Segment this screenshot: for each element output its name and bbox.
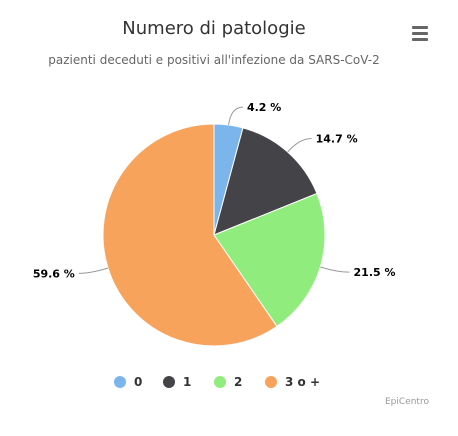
credits-link[interactable]: EpiCentro <box>385 397 429 407</box>
chart-menu-button[interactable] <box>405 20 433 46</box>
legend-item-slice-3[interactable]: 2 <box>214 372 242 392</box>
legend-label: 3 o + <box>285 375 321 389</box>
legend-item-slice-1[interactable]: 0 <box>114 372 142 392</box>
pie-slice-slice-3[interactable] <box>213 192 326 328</box>
data-label-slice-1: 4.2 % <box>247 101 281 114</box>
hamburger-menu-icon <box>412 26 428 29</box>
data-label-slice-3: 21.5 % <box>354 266 396 279</box>
pie-slice-slice-2[interactable] <box>213 127 318 236</box>
legend-swatch <box>214 376 226 388</box>
connector-slice-3 <box>320 266 350 273</box>
legend-label: 0 <box>134 375 143 389</box>
chart-legend: 0 1 2 3 o + <box>0 372 458 392</box>
legend-swatch <box>265 376 277 388</box>
data-label-slice-2: 14.7 % <box>316 133 358 146</box>
chart-subtitle: pazienti deceduti e positivi all'infezio… <box>48 53 380 67</box>
data-label-slice-4: 59.6 % <box>33 267 75 280</box>
legend-label: 1 <box>183 375 192 389</box>
legend-label: 2 <box>234 375 243 389</box>
legend-swatch <box>114 376 126 388</box>
connector-slice-2 <box>287 138 312 153</box>
legend-item-slice-2[interactable]: 1 <box>163 372 191 392</box>
chart-title: Numero di patologie <box>122 18 306 39</box>
connector-slice-1 <box>228 106 243 126</box>
connector-slice-4 <box>78 267 109 274</box>
legend-item-slice-4[interactable]: 3 o + <box>265 372 320 392</box>
hamburger-menu-icon-bar <box>412 38 428 41</box>
hamburger-menu-icon-bar <box>412 32 428 35</box>
legend-swatch <box>163 376 175 388</box>
